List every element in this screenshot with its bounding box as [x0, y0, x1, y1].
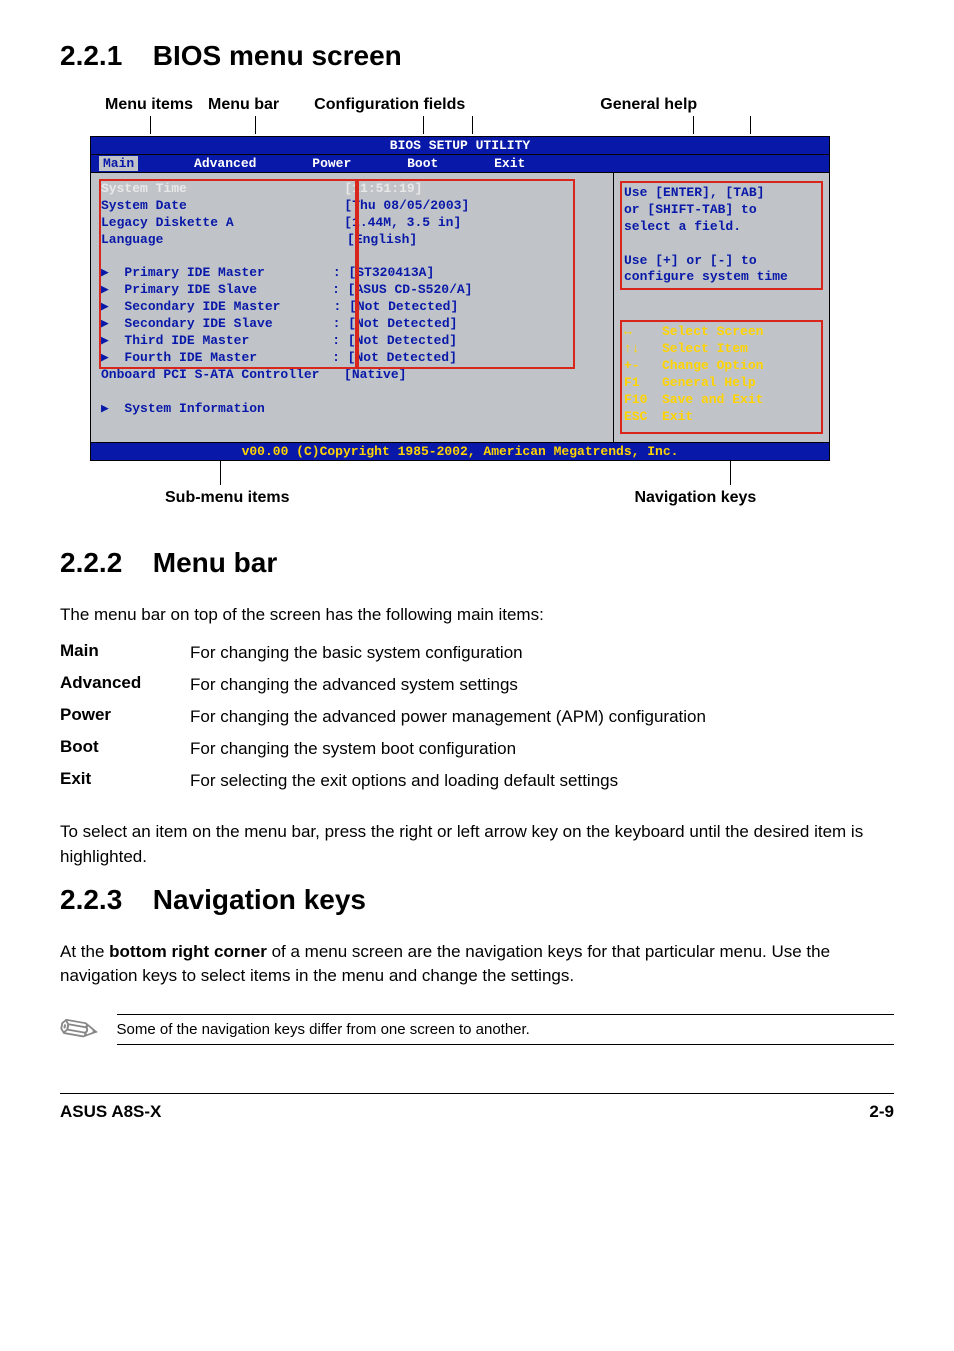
bios-help-line: configure system time	[624, 269, 819, 286]
note-callout: ✎ Some of the navigation keys differ fro…	[60, 1003, 894, 1057]
bios-left-pane: System Time [11:51:19] System Date [Thu …	[91, 173, 614, 442]
bios-tab-power: Power	[312, 156, 351, 171]
bios-help-line: Use [+] or [-] to	[624, 253, 819, 270]
section-title: BIOS menu screen	[153, 40, 402, 71]
nav-action: Change Option	[662, 358, 763, 373]
label-general-help: General help	[600, 96, 697, 114]
bios-item: Onboard PCI S-ATA Controller	[101, 367, 319, 382]
bios-tab-main: Main	[99, 156, 138, 171]
footer-right: 2-9	[869, 1102, 894, 1122]
def-term: Exit	[60, 769, 190, 793]
paragraph: At the bottom right corner of a menu scr…	[60, 940, 894, 989]
bottom-label-row: Sub-menu items Navigation keys	[60, 489, 894, 507]
section-number: 2.2.2	[60, 547, 145, 579]
bios-right-pane: Use [ENTER], [TAB] or [SHIFT-TAB] to sel…	[614, 173, 829, 442]
section-heading-222: 2.2.2 Menu bar	[60, 547, 894, 579]
label-menu-items: Menu items	[105, 96, 193, 114]
def-term: Boot	[60, 737, 190, 761]
nav-key: F10	[624, 392, 662, 409]
nav-action: Save and Exit	[662, 392, 763, 407]
annotation-box-help: Use [ENTER], [TAB] or [SHIFT-TAB] to sel…	[620, 181, 823, 290]
bios-title: BIOS SETUP UTILITY	[91, 137, 829, 155]
def-term: Power	[60, 705, 190, 729]
bios-help-line: select a field.	[624, 219, 819, 236]
note-text: Some of the navigation keys differ from …	[117, 1014, 894, 1045]
page-footer: ASUS A8S-X 2-9	[60, 1093, 894, 1122]
nav-action: Select Screen	[662, 324, 763, 339]
section-heading-221: 2.2.1 BIOS menu screen	[60, 40, 894, 72]
bios-tab-boot: Boot	[407, 156, 438, 171]
text-fragment: At the	[60, 942, 109, 961]
text-bold: bottom right corner	[109, 942, 267, 961]
def-desc: For changing the advanced power manageme…	[190, 705, 894, 729]
bios-screenshot: BIOS SETUP UTILITY Main Advanced Power B…	[90, 136, 830, 461]
footer-left: ASUS A8S-X	[60, 1102, 161, 1122]
nav-key: ESC	[624, 409, 662, 426]
def-term: Main	[60, 641, 190, 665]
def-desc: For changing the advanced system setting…	[190, 673, 894, 697]
paragraph: The menu bar on top of the screen has th…	[60, 603, 894, 628]
bios-item: System Information	[109, 401, 265, 416]
paragraph: To select an item on the menu bar, press…	[60, 820, 894, 869]
nav-key: ↔	[624, 324, 662, 341]
nav-key: +-	[624, 358, 662, 375]
section-heading-223: 2.2.3 Navigation keys	[60, 884, 894, 916]
menu-definitions: Main For changing the basic system confi…	[60, 641, 894, 792]
bios-footer: v00.00 (C)Copyright 1985-2002, American …	[91, 442, 829, 460]
bottom-pointer-row	[60, 461, 894, 489]
nav-action: Exit	[662, 409, 693, 424]
top-pointer-row	[60, 116, 894, 136]
label-navigation-keys: Navigation keys	[634, 489, 756, 507]
bios-nav-keys: ↔Select Screen ↑↓Select Item +-Change Op…	[620, 320, 823, 433]
nav-key: F1	[624, 375, 662, 392]
def-desc: For selecting the exit options and loadi…	[190, 769, 894, 793]
pencil-icon: ✎	[48, 997, 111, 1063]
section-number: 2.2.3	[60, 884, 145, 916]
nav-action: General Help	[662, 375, 756, 390]
section-title: Menu bar	[153, 547, 277, 578]
section-number: 2.2.1	[60, 40, 145, 72]
nav-action: Select Item	[662, 341, 748, 356]
bios-menubar: Main Advanced Power Boot Exit	[91, 155, 829, 173]
label-menu-bar: Menu bar	[208, 96, 279, 114]
bios-help-line: or [SHIFT-TAB] to	[624, 202, 819, 219]
label-config-fields: Configuration fields	[314, 96, 465, 114]
bios-help-line: Use [ENTER], [TAB]	[624, 185, 819, 202]
bios-tab-exit: Exit	[494, 156, 525, 171]
annotation-box-items	[99, 179, 357, 369]
def-desc: For changing the basic system configurat…	[190, 641, 894, 665]
nav-key: ↑↓	[624, 341, 662, 358]
bios-tab-advanced: Advanced	[194, 156, 256, 171]
label-submenu-items: Sub-menu items	[165, 489, 289, 507]
bios-value: [Native]	[328, 367, 406, 382]
annotation-box-config	[357, 179, 575, 369]
top-label-row: Menu items Menu bar Configuration fields…	[60, 96, 894, 114]
def-term: Advanced	[60, 673, 190, 697]
def-desc: For changing the system boot configurati…	[190, 737, 894, 761]
section-title: Navigation keys	[153, 884, 366, 915]
